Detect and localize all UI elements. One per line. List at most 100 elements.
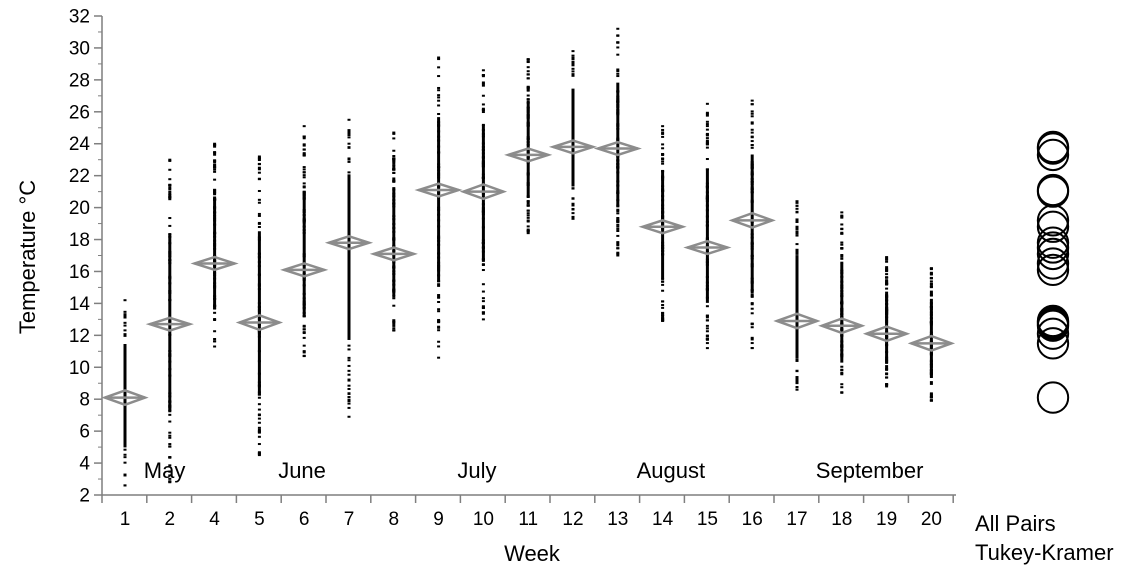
data-point	[437, 99, 441, 102]
data-point	[481, 108, 485, 111]
data-point	[213, 258, 217, 261]
data-point	[392, 164, 396, 167]
data-point	[616, 68, 620, 71]
data-point	[885, 313, 889, 316]
y-tick-label: 10	[69, 358, 90, 379]
data-point	[481, 312, 485, 315]
data-point	[437, 192, 441, 195]
data-point	[213, 206, 217, 209]
data-point	[929, 370, 933, 373]
data-point-min	[302, 355, 306, 358]
data-point	[661, 131, 665, 134]
data-point	[123, 429, 127, 432]
data-point	[571, 204, 575, 207]
data-point	[168, 443, 172, 446]
data-point	[437, 274, 441, 277]
data-point	[481, 163, 485, 166]
data-point	[347, 158, 351, 161]
data-point	[437, 225, 441, 228]
data-point	[795, 292, 799, 295]
data-point	[661, 204, 665, 207]
data-point	[571, 156, 575, 159]
data-point-min	[840, 391, 844, 394]
data-point	[616, 180, 620, 183]
data-point	[392, 297, 396, 300]
data-point	[481, 306, 485, 309]
data-point	[481, 74, 485, 77]
data-point	[168, 291, 172, 294]
data-point	[929, 392, 933, 395]
data-point	[123, 445, 127, 448]
data-point	[347, 272, 351, 275]
data-point	[616, 103, 620, 106]
x-tick-label: 18	[831, 509, 852, 530]
comparison-circle	[1036, 204, 1070, 237]
data-point	[750, 110, 754, 113]
data-point	[795, 380, 799, 383]
data-point	[795, 231, 799, 234]
data-point	[302, 153, 306, 156]
data-point	[885, 358, 889, 361]
data-point	[750, 128, 754, 131]
data-point	[526, 88, 530, 91]
month-labels: May June July August September	[144, 458, 924, 483]
data-point	[929, 396, 933, 399]
data-point	[392, 188, 396, 191]
x-tick-label: 5	[254, 509, 265, 530]
data-point-min	[392, 329, 396, 332]
data-point-max	[750, 99, 754, 102]
data-point	[123, 433, 127, 436]
data-point	[795, 349, 799, 352]
data-point	[929, 360, 933, 363]
data-point	[929, 300, 933, 303]
data-point	[213, 242, 217, 245]
data-point-max	[168, 158, 172, 161]
data-point	[481, 75, 485, 78]
data-point	[302, 144, 306, 147]
data-point-max	[437, 56, 441, 59]
data-point	[616, 216, 620, 219]
data-point	[347, 231, 351, 234]
data-point	[168, 360, 172, 363]
data-point	[481, 217, 485, 220]
data-point	[840, 286, 844, 289]
data-point	[795, 358, 799, 361]
data-point	[840, 247, 844, 250]
data-point	[168, 413, 172, 416]
data-point	[571, 63, 575, 66]
data-point	[213, 274, 217, 277]
data-point	[616, 241, 620, 244]
data-point	[795, 201, 799, 204]
data-point	[213, 340, 217, 343]
data-point	[795, 225, 799, 228]
x-tick-label: 15	[697, 509, 718, 530]
data-point	[437, 174, 441, 177]
data-point	[840, 371, 844, 374]
data-point	[571, 143, 575, 146]
data-point	[750, 247, 754, 250]
data-point	[257, 178, 261, 181]
data-point	[392, 295, 396, 298]
data-point	[481, 203, 485, 206]
data-point	[481, 142, 485, 145]
data-point	[840, 227, 844, 230]
data-point	[257, 384, 261, 387]
data-point	[885, 343, 889, 346]
data-point	[392, 177, 396, 180]
data-point	[616, 190, 620, 193]
comparison-circle	[1036, 138, 1070, 172]
data-point	[257, 396, 261, 399]
data-point	[571, 108, 575, 111]
data-point	[257, 317, 261, 320]
data-point	[885, 266, 889, 269]
data-point	[481, 84, 485, 87]
data-point	[123, 431, 127, 434]
data-point	[616, 138, 620, 141]
data-point	[347, 369, 351, 372]
data-point	[929, 321, 933, 324]
data-point	[302, 168, 306, 171]
data-point	[705, 220, 709, 223]
data-point	[571, 118, 575, 121]
data-point	[257, 421, 261, 424]
data-point	[257, 330, 261, 333]
